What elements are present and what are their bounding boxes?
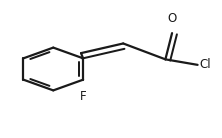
Text: O: O bbox=[167, 12, 177, 25]
Text: Cl: Cl bbox=[200, 58, 211, 71]
Text: F: F bbox=[80, 90, 86, 103]
